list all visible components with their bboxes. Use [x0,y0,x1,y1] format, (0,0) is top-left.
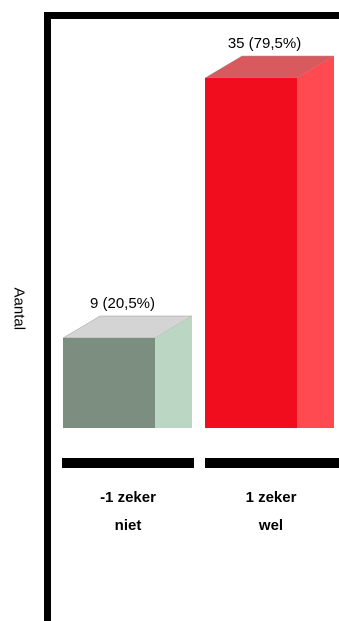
bar-2-side-face [297,56,334,428]
category-label-2: 1 zeker wel [211,484,331,540]
bar-1 [62,315,193,428]
bar-1-side-face [155,316,192,428]
category-divider-1 [62,458,194,468]
category-label-1: -1 zeker niet [68,484,188,540]
data-label-1: 9 (20,5%) [90,295,155,312]
bar-1-front-face [63,338,155,428]
data-label-2: 35 (79,5%) [228,35,301,52]
category-label-1-line-2: niet [114,517,142,534]
category-divider-2 [205,458,339,468]
top-frame-line [44,12,339,19]
bar-2 [204,55,335,428]
category-label-2-line-1: 1 zeker [245,489,297,506]
y-axis-label: Aantal [10,287,28,331]
category-label-2-line-2: wel [258,517,284,534]
category-label-1-line-1: -1 zeker [100,489,156,506]
y-axis-line [44,12,51,621]
bar-2-front-face [205,78,297,428]
